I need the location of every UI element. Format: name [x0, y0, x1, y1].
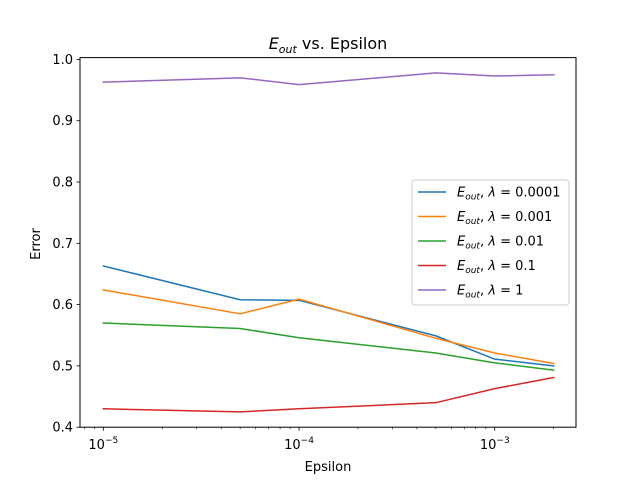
axes-frame	[79, 57, 577, 428]
chart-title-sub: out	[279, 43, 298, 56]
plot-lines	[102, 72, 555, 413]
y-tick-label: 0.8	[52, 176, 73, 191]
legend-label-3: Eout, λ = 0.1	[457, 259, 536, 276]
x-axis-ticks: 10−5 10−4 10−3	[84, 427, 554, 453]
series-line-4	[102, 72, 555, 86]
series-line-2	[102, 322, 555, 372]
legend-label-0: Eout, λ = 0.0001	[457, 186, 561, 203]
y-axis-label: Error	[29, 228, 44, 260]
x-tick-label: 10−4	[284, 436, 314, 453]
y-tick-label: 1.0	[52, 53, 73, 68]
legend-frame	[411, 179, 570, 306]
y-tick-label: 0.7	[52, 237, 73, 252]
y-tick-label: 0.9	[52, 114, 73, 129]
y-tick-label: 0.4	[52, 421, 73, 436]
series-line-1	[102, 289, 555, 365]
legend-label-4: Eout, λ = 1	[457, 284, 523, 301]
chart-title: Eout vs. Epsilon	[269, 34, 388, 56]
x-axis-label: Epsilon	[305, 460, 352, 475]
chart-title-main: E	[269, 34, 280, 53]
y-tick-label: 0.5	[52, 359, 73, 374]
y-tick-label: 0.6	[52, 298, 73, 313]
x-tick-label: 10−5	[88, 436, 118, 453]
legend-label-1: Eout, λ = 0.001	[457, 210, 552, 227]
legend-label-2: Eout, λ = 0.01	[457, 235, 544, 252]
chart-title-rest: vs. Epsilon	[297, 34, 387, 53]
series-line-3	[102, 376, 555, 413]
legend: Eout, λ = 0.0001 Eout, λ = 0.001 Eout, λ =…	[411, 179, 570, 306]
x-tick-label: 10−3	[480, 436, 510, 453]
y-axis-ticks: 0.4 0.5 0.6 0.7 0.8 0.9 1.0	[52, 53, 80, 436]
